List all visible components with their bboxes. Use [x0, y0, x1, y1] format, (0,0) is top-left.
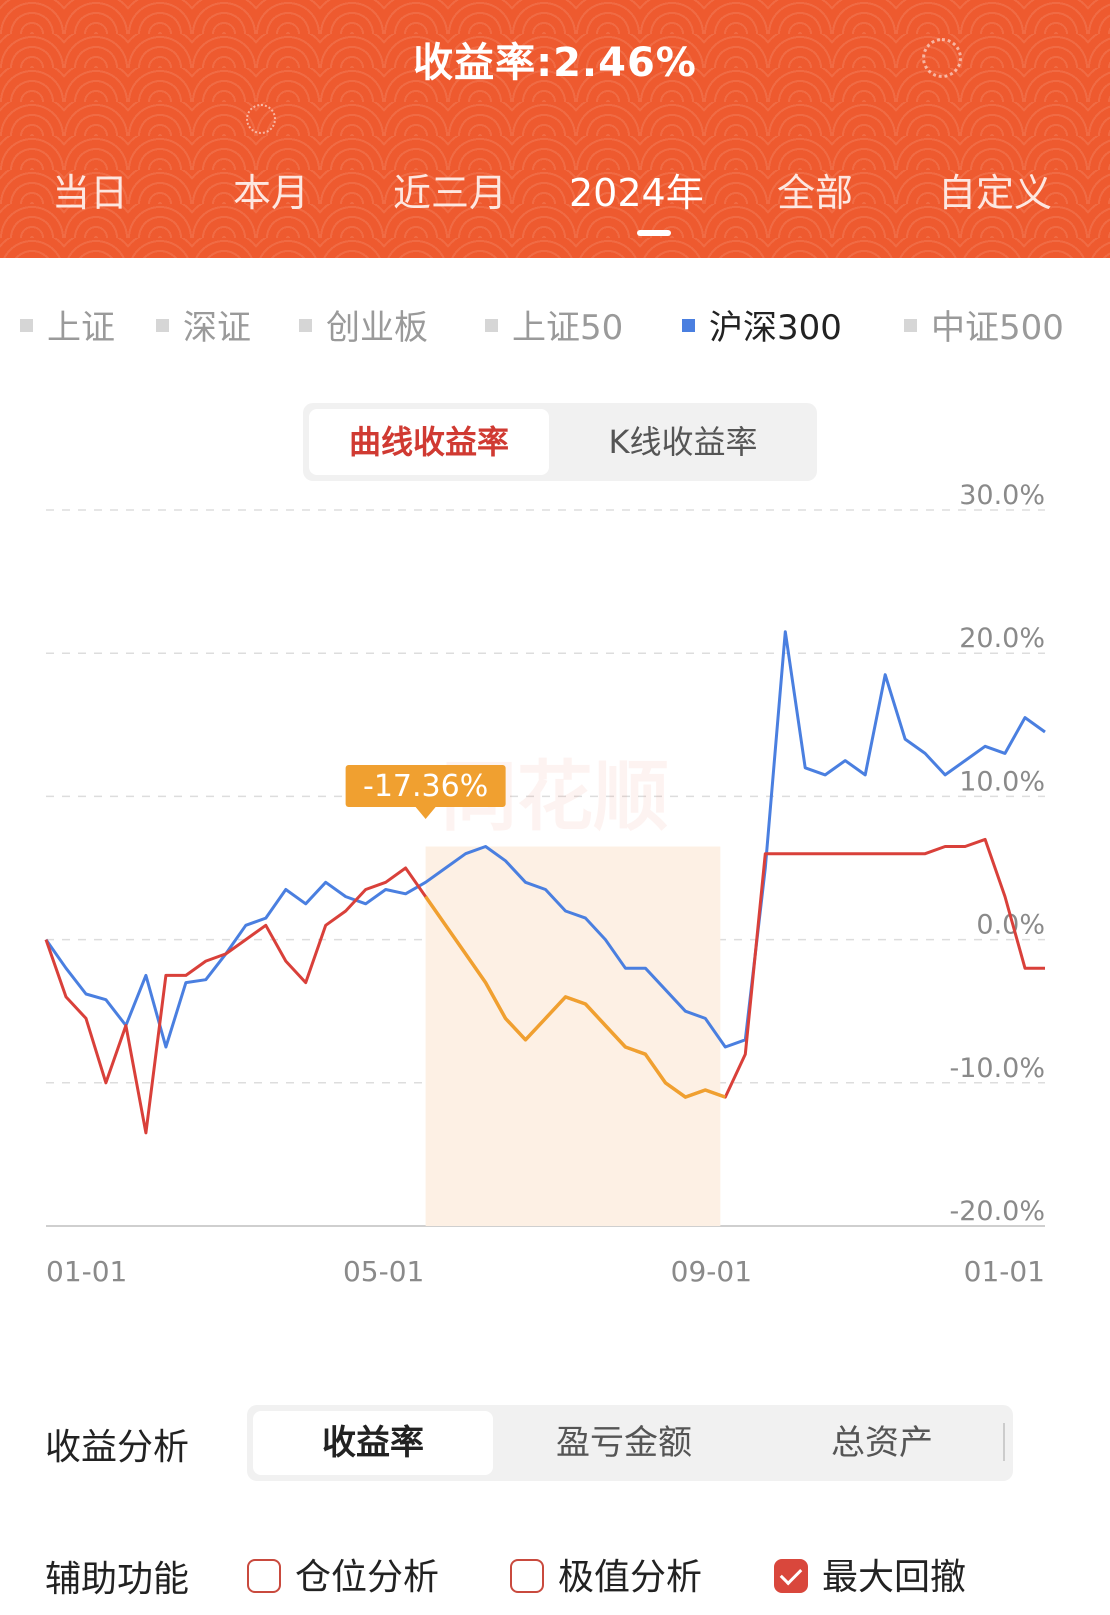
aux-label: 辅助功能	[45, 1559, 190, 1600]
legend-square-icon	[156, 319, 169, 332]
checkbox-icon	[510, 1559, 544, 1593]
index-shanghai[interactable]: 上证	[20, 300, 115, 349]
drawdown-label-pointer	[415, 807, 436, 819]
index-label: 上证50	[512, 308, 624, 348]
index-line	[44, 630, 1046, 1049]
position-analysis-checkbox[interactable]: 仓位分析	[247, 1548, 439, 1600]
page-title: 收益率:2.46%	[413, 40, 697, 86]
y-tick-label: -10.0%	[949, 1053, 1045, 1084]
checkbox-label: 仓位分析	[295, 1557, 440, 1598]
y-tick-label: 30.0%	[959, 480, 1045, 511]
legend-square-icon	[299, 319, 312, 332]
kline-return-button[interactable]: K线收益率	[608, 423, 758, 461]
extreme-analysis-checkbox[interactable]: 极值分析	[510, 1548, 702, 1600]
analysis-tab-return[interactable]: 收益率	[253, 1411, 493, 1475]
index-label: 上证	[47, 308, 115, 348]
analysis-tab-assets[interactable]: 总资产	[831, 1423, 933, 1463]
checkbox-label: 极值分析	[558, 1557, 703, 1598]
tab-custom[interactable]: 自定义	[938, 171, 1053, 215]
index-shenzhen[interactable]: 深证	[156, 300, 251, 349]
legend-square-icon	[904, 319, 917, 332]
divider	[1003, 1423, 1005, 1461]
y-tick-label: -20.0%	[949, 1196, 1045, 1227]
tab-three-months[interactable]: 近三月	[393, 171, 508, 215]
index-sse50[interactable]: 上证50	[485, 300, 623, 349]
tab-today[interactable]: 当日	[52, 171, 129, 215]
checkbox-label: 最大回撤	[822, 1557, 967, 1598]
y-tick-label: 10.0%	[959, 766, 1045, 797]
tab-all[interactable]: 全部	[777, 171, 854, 215]
legend-square-icon	[20, 319, 33, 332]
x-tick-label: 01-01	[46, 1255, 127, 1288]
loading-icon	[246, 104, 276, 134]
index-label: 深证	[183, 308, 251, 348]
index-csi500[interactable]: 中证500	[904, 300, 1064, 349]
analysis-tabs: 收益率 盈亏金额 总资产	[247, 1405, 1013, 1481]
chart-mode-toggle: 曲线收益率 K线收益率	[303, 403, 817, 481]
index-label: 创业板	[326, 308, 428, 348]
index-selector: 上证 深证 创业板 上证50 沪深300 中证500	[0, 300, 1110, 350]
index-chinext[interactable]: 创业板	[299, 300, 428, 349]
period-tabs: 当日 本月 近三月 2024年 全部 自定义	[0, 162, 1110, 222]
legend-square-icon	[485, 319, 498, 332]
x-tick-label: 09-01	[671, 1255, 752, 1288]
loading-icon	[922, 38, 962, 78]
drawdown-line	[424, 895, 726, 1099]
index-csi300[interactable]: 沪深300	[682, 300, 842, 349]
x-tick-label: 01-01	[964, 1255, 1045, 1288]
drawdown-label: -17.36%	[363, 769, 488, 804]
curve-return-button[interactable]: 曲线收益率	[309, 409, 549, 475]
header-bar: 收益率:2.46% 当日 本月 近三月 2024年 全部 自定义	[0, 0, 1110, 258]
active-tab-indicator	[637, 230, 671, 236]
analysis-tab-profit[interactable]: 盈亏金额	[556, 1423, 692, 1463]
analysis-label: 收益分析	[45, 1427, 190, 1468]
checkmark-icon	[774, 1559, 808, 1593]
index-label: 中证500	[931, 308, 1064, 348]
drawdown-area	[425, 846, 721, 1226]
return-chart: 30.0% 20.0% 10.0% 0.0% -10.0% -20.0% 同花顺 -17.36…	[0, 480, 1110, 1340]
tab-month[interactable]: 本月	[233, 171, 310, 215]
max-drawdown-checkbox[interactable]: 最大回撤	[774, 1548, 966, 1600]
index-label: 沪深300	[709, 308, 842, 348]
chart-svg: 30.0%20.0%10.0%0.0%-10.0%-20.0%同花顺-17.36…	[44, 480, 1046, 1288]
y-tick-label: 20.0%	[959, 623, 1045, 654]
legend-square-icon	[682, 319, 695, 332]
x-tick-label: 05-01	[343, 1255, 424, 1288]
tab-year-2024[interactable]: 2024年	[569, 171, 704, 215]
checkbox-icon	[247, 1559, 281, 1593]
drawdown-label-box	[345, 765, 506, 807]
